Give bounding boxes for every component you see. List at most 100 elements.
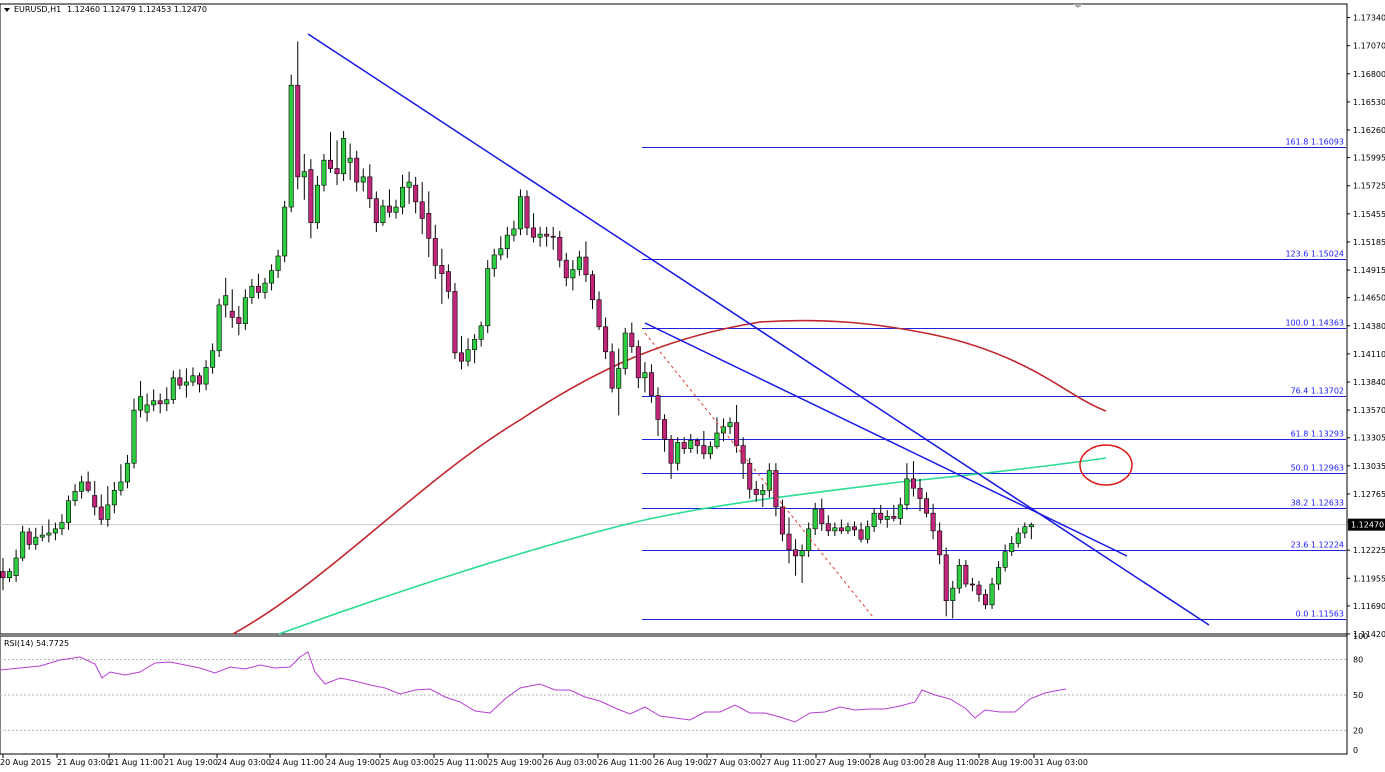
candle-body bbox=[694, 440, 700, 446]
candle-body bbox=[360, 176, 366, 183]
candle-body bbox=[537, 233, 543, 238]
candle-body bbox=[151, 400, 157, 406]
candle-body bbox=[197, 375, 203, 385]
candle-body bbox=[367, 176, 373, 200]
candle-body bbox=[465, 349, 471, 362]
time-tick-label: 26 Aug 11:00 bbox=[598, 758, 652, 767]
candle-body bbox=[609, 351, 615, 389]
symbol-label: EURUSD,H1 bbox=[14, 5, 61, 14]
fib-level-label: 123.6 1.15024 bbox=[1285, 250, 1344, 259]
candle-body bbox=[0, 571, 6, 579]
price-tick-label: 1.13570 bbox=[1353, 406, 1385, 415]
minor-trendline bbox=[644, 322, 1128, 557]
candle-body bbox=[662, 419, 668, 440]
candle-body bbox=[589, 274, 595, 301]
candle-body bbox=[144, 404, 150, 413]
time-tick-label: 26 Aug 19:00 bbox=[654, 758, 708, 767]
candle-body bbox=[98, 506, 104, 520]
candle-body bbox=[766, 470, 772, 491]
price-tick-label: 1.11420 bbox=[1353, 630, 1385, 639]
candle-body bbox=[321, 159, 327, 186]
candle-body bbox=[616, 368, 622, 389]
candle-body bbox=[982, 594, 988, 606]
candle-body bbox=[72, 491, 78, 502]
time-tick-label: 25 Aug 19:00 bbox=[488, 758, 542, 767]
candle-body bbox=[249, 285, 255, 298]
price-axis: 1.17340 1.17070 1.16800 1.16530 1.16260 1.159… bbox=[1346, 4, 1385, 754]
candle-body bbox=[1009, 543, 1015, 553]
candle-body bbox=[622, 332, 628, 369]
candle-body bbox=[779, 506, 785, 535]
price-tick-label: 1.14380 bbox=[1353, 322, 1385, 331]
fib-level-label: 61.8 1.13293 bbox=[1291, 430, 1344, 439]
candle-body bbox=[917, 487, 923, 499]
candle-body bbox=[210, 350, 216, 368]
candle-body bbox=[793, 549, 799, 557]
candle-body bbox=[66, 500, 72, 523]
candle-body bbox=[314, 184, 320, 223]
price-tick-label: 1.16800 bbox=[1353, 70, 1385, 79]
candle-body bbox=[524, 196, 530, 229]
major-trendline bbox=[307, 33, 1210, 626]
dropdown-arrow-icon[interactable] bbox=[4, 8, 10, 12]
fib-retrace-dashed-line bbox=[644, 332, 874, 618]
candle-body bbox=[327, 159, 333, 169]
candle-body bbox=[1028, 524, 1034, 528]
candle-body bbox=[924, 498, 930, 514]
candle-body bbox=[183, 381, 189, 386]
price-tick-label: 1.13035 bbox=[1353, 462, 1385, 471]
time-tick-label: 21 Aug 19:00 bbox=[164, 758, 218, 767]
time-tick-label: 27 Aug 19:00 bbox=[816, 758, 870, 767]
candle-body bbox=[806, 528, 812, 551]
candle-body bbox=[544, 233, 550, 237]
candle-body bbox=[976, 584, 982, 595]
candle-body bbox=[963, 564, 969, 585]
candle-body bbox=[989, 583, 995, 606]
time-tick-label: 24 Aug 19:00 bbox=[326, 758, 380, 767]
candle-body bbox=[20, 531, 26, 559]
candle-body bbox=[131, 409, 137, 464]
candle-body bbox=[380, 205, 386, 223]
fibonacci-levels: 161.8 1.16093 123.6 1.15024 100.0 1.14363 7… bbox=[642, 138, 1346, 620]
candle-body bbox=[858, 529, 864, 540]
candle-body bbox=[910, 478, 916, 489]
time-tick-label: 31 Aug 03:00 bbox=[1034, 758, 1088, 767]
candle-body bbox=[426, 213, 432, 239]
fib-level-label: 100.0 1.14363 bbox=[1285, 319, 1344, 328]
candle-body bbox=[458, 352, 464, 362]
candle-body bbox=[445, 271, 451, 292]
current-price-tag bbox=[1348, 518, 1385, 531]
candle-body bbox=[79, 481, 85, 492]
candle-body bbox=[413, 184, 419, 203]
time-tick-label: 24 Aug 03:00 bbox=[217, 758, 271, 767]
candle-body bbox=[950, 587, 956, 601]
candle-body bbox=[845, 526, 851, 532]
moving-averages bbox=[232, 319, 1107, 635]
candle-body bbox=[996, 567, 1002, 585]
candle-body bbox=[452, 291, 458, 354]
candle-body bbox=[223, 295, 229, 306]
time-tick-label: 28 Aug 19:00 bbox=[979, 758, 1033, 767]
scroll-marker-icon[interactable] bbox=[1073, 4, 1083, 8]
candle-body bbox=[943, 554, 949, 601]
candle-body bbox=[275, 255, 281, 271]
candle-body bbox=[531, 227, 537, 238]
candle-body bbox=[760, 489, 766, 495]
candle-body bbox=[491, 254, 497, 269]
price-tick-label: 1.13305 bbox=[1353, 434, 1385, 443]
price-tick-label: 1.16260 bbox=[1353, 126, 1385, 135]
candle-body bbox=[242, 297, 248, 324]
candle-body bbox=[596, 299, 602, 328]
candle-body bbox=[603, 326, 609, 353]
candle-body bbox=[838, 527, 844, 532]
time-tick-label: 24 Aug 11:00 bbox=[270, 758, 324, 767]
candle-body bbox=[177, 377, 183, 386]
candle-body bbox=[720, 426, 726, 434]
candle-body bbox=[570, 269, 576, 279]
fib-level-label: 38.2 1.12633 bbox=[1291, 499, 1344, 508]
candle-body bbox=[871, 512, 877, 528]
candle-body bbox=[203, 367, 209, 385]
candle-body bbox=[478, 325, 484, 340]
candle-body bbox=[138, 396, 144, 411]
